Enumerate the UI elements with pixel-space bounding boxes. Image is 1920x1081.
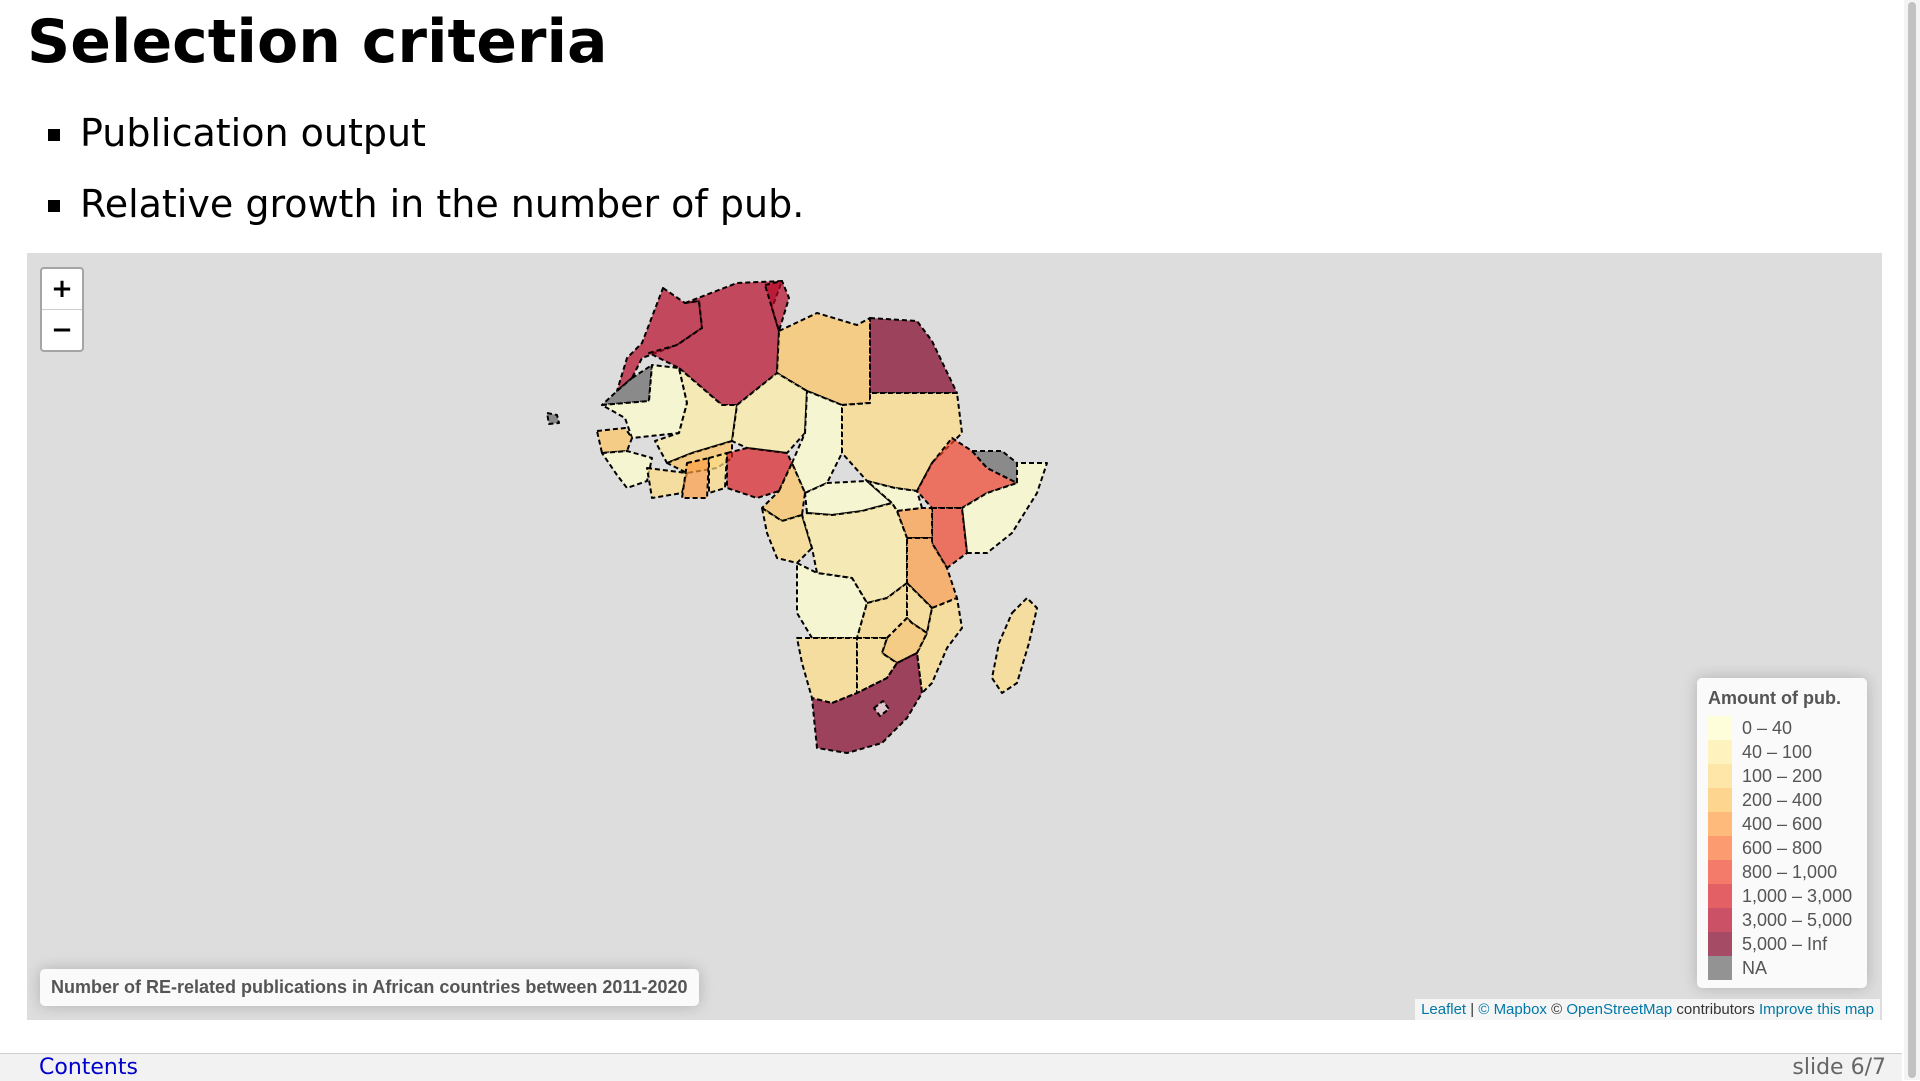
legend-swatch — [1708, 764, 1732, 788]
legend-item: 400 – 600 — [1708, 812, 1868, 836]
map-attribution: Leaflet | © Mapbox © OpenStreetMap contr… — [1415, 999, 1880, 1020]
country-benin — [708, 452, 728, 494]
slide-number: slide 6/7 — [1792, 1055, 1886, 1080]
legend-item: 100 – 200 — [1708, 764, 1868, 788]
legend-swatch — [1708, 716, 1732, 740]
legend-swatch — [1708, 932, 1732, 956]
legend-label: 3,000 – 5,000 — [1742, 910, 1853, 930]
legend-title: Amount of pub. — [1708, 688, 1841, 708]
legend-swatch — [1708, 956, 1732, 980]
legend-label: 600 – 800 — [1742, 838, 1823, 858]
legend-label: 400 – 600 — [1742, 814, 1823, 834]
bullet-relative-growth: Relative growth in the number of pub. — [45, 179, 804, 229]
slide-title: Selection criteria — [27, 7, 608, 77]
country-guinea — [601, 450, 653, 489]
attribution-copyright: © — [1546, 1001, 1567, 1018]
country-south-africa — [811, 652, 923, 754]
legend-label: NA — [1742, 958, 1768, 978]
legend-label: 100 – 200 — [1742, 766, 1823, 786]
legend-label: 5,000 – Inf — [1742, 934, 1828, 954]
country-dr-congo — [801, 502, 908, 604]
zoom-in-button[interactable]: + — [42, 269, 82, 310]
legend-swatch — [1708, 740, 1732, 764]
zoom-out-button[interactable]: − — [51, 315, 73, 345]
country-tunisia — [764, 280, 790, 332]
legend-item: 600 – 800 — [1708, 836, 1868, 860]
legend-swatch — [1708, 908, 1732, 932]
legend-swatch — [1708, 836, 1732, 860]
leaflet-link[interactable]: Leaflet — [1421, 1001, 1467, 1018]
attribution-contributors: contributors — [1672, 1001, 1759, 1018]
country-ghana — [681, 457, 710, 499]
choropleth-map — [546, 280, 1048, 754]
legend-item: 0 – 40 — [1708, 716, 1868, 740]
legend-item: 5,000 – Inf — [1708, 932, 1868, 956]
country-ivory-coast — [646, 467, 688, 499]
legend-swatch — [1708, 788, 1732, 812]
legend-swatch — [1708, 860, 1732, 884]
country-tanzania — [906, 537, 958, 609]
country-niger — [731, 372, 808, 454]
contents-link[interactable]: Contents — [39, 1055, 138, 1080]
country-uganda — [896, 507, 933, 539]
legend-label: 0 – 40 — [1742, 718, 1793, 738]
mapbox-link[interactable]: © Mapbox — [1478, 1001, 1547, 1018]
legend-item: 200 – 400 — [1708, 788, 1868, 812]
country-nigeria — [726, 447, 793, 499]
vertical-scrollbar[interactable] — [1904, 0, 1920, 1080]
legend-item: 1,000 – 3,000 — [1708, 884, 1868, 908]
legend-item: 3,000 – 5,000 — [1708, 908, 1868, 932]
country-gabon — [761, 507, 813, 564]
country-sudan — [841, 392, 963, 492]
country-egypt — [869, 317, 958, 394]
legend-swatch — [1708, 812, 1732, 836]
country-kenya — [931, 507, 968, 569]
map-container[interactable]: + − Amount of pub. 0 – 40 40 – 100 100 – 2… — [27, 253, 1882, 1020]
country-lesotho — [873, 700, 890, 717]
country-senegal — [596, 427, 633, 454]
legend-item: NA — [1708, 956, 1868, 980]
country-namibia — [796, 637, 858, 704]
attribution-separator: | — [1466, 1001, 1479, 1018]
country-mozambique — [916, 597, 963, 694]
country-somalia — [961, 462, 1048, 554]
map-legend: Amount of pub. 0 – 40 40 – 100 100 – 200 20… — [1697, 678, 1867, 988]
legend-label: 1,000 – 3,000 — [1742, 886, 1853, 906]
improve-map-link[interactable]: Improve this map — [1758, 1001, 1874, 1018]
slide-footer: Contents slide 6/7 — [0, 1053, 1902, 1081]
map-caption: Number of RE-related publications in Afr… — [40, 969, 699, 1006]
legend-item: 40 – 100 — [1708, 740, 1868, 764]
country-malawi — [906, 582, 933, 634]
legend-label: 40 – 100 — [1742, 742, 1813, 762]
legend-item: 800 – 1,000 — [1708, 860, 1868, 884]
legend-label: 800 – 1,000 — [1742, 862, 1838, 882]
country-madagascar — [991, 597, 1038, 694]
country-cape-verde — [546, 412, 560, 425]
legend-label: 200 – 400 — [1742, 790, 1823, 810]
legend-swatch — [1708, 884, 1732, 908]
openstreetmap-link[interactable]: OpenStreetMap — [1566, 1001, 1673, 1018]
bullet-publication-output: Publication output — [45, 108, 804, 158]
scrollbar-thumb[interactable] — [1908, 2, 1916, 1078]
zoom-control: + − — [40, 267, 84, 352]
bullet-list: Publication output Relative growth in th… — [45, 108, 804, 250]
